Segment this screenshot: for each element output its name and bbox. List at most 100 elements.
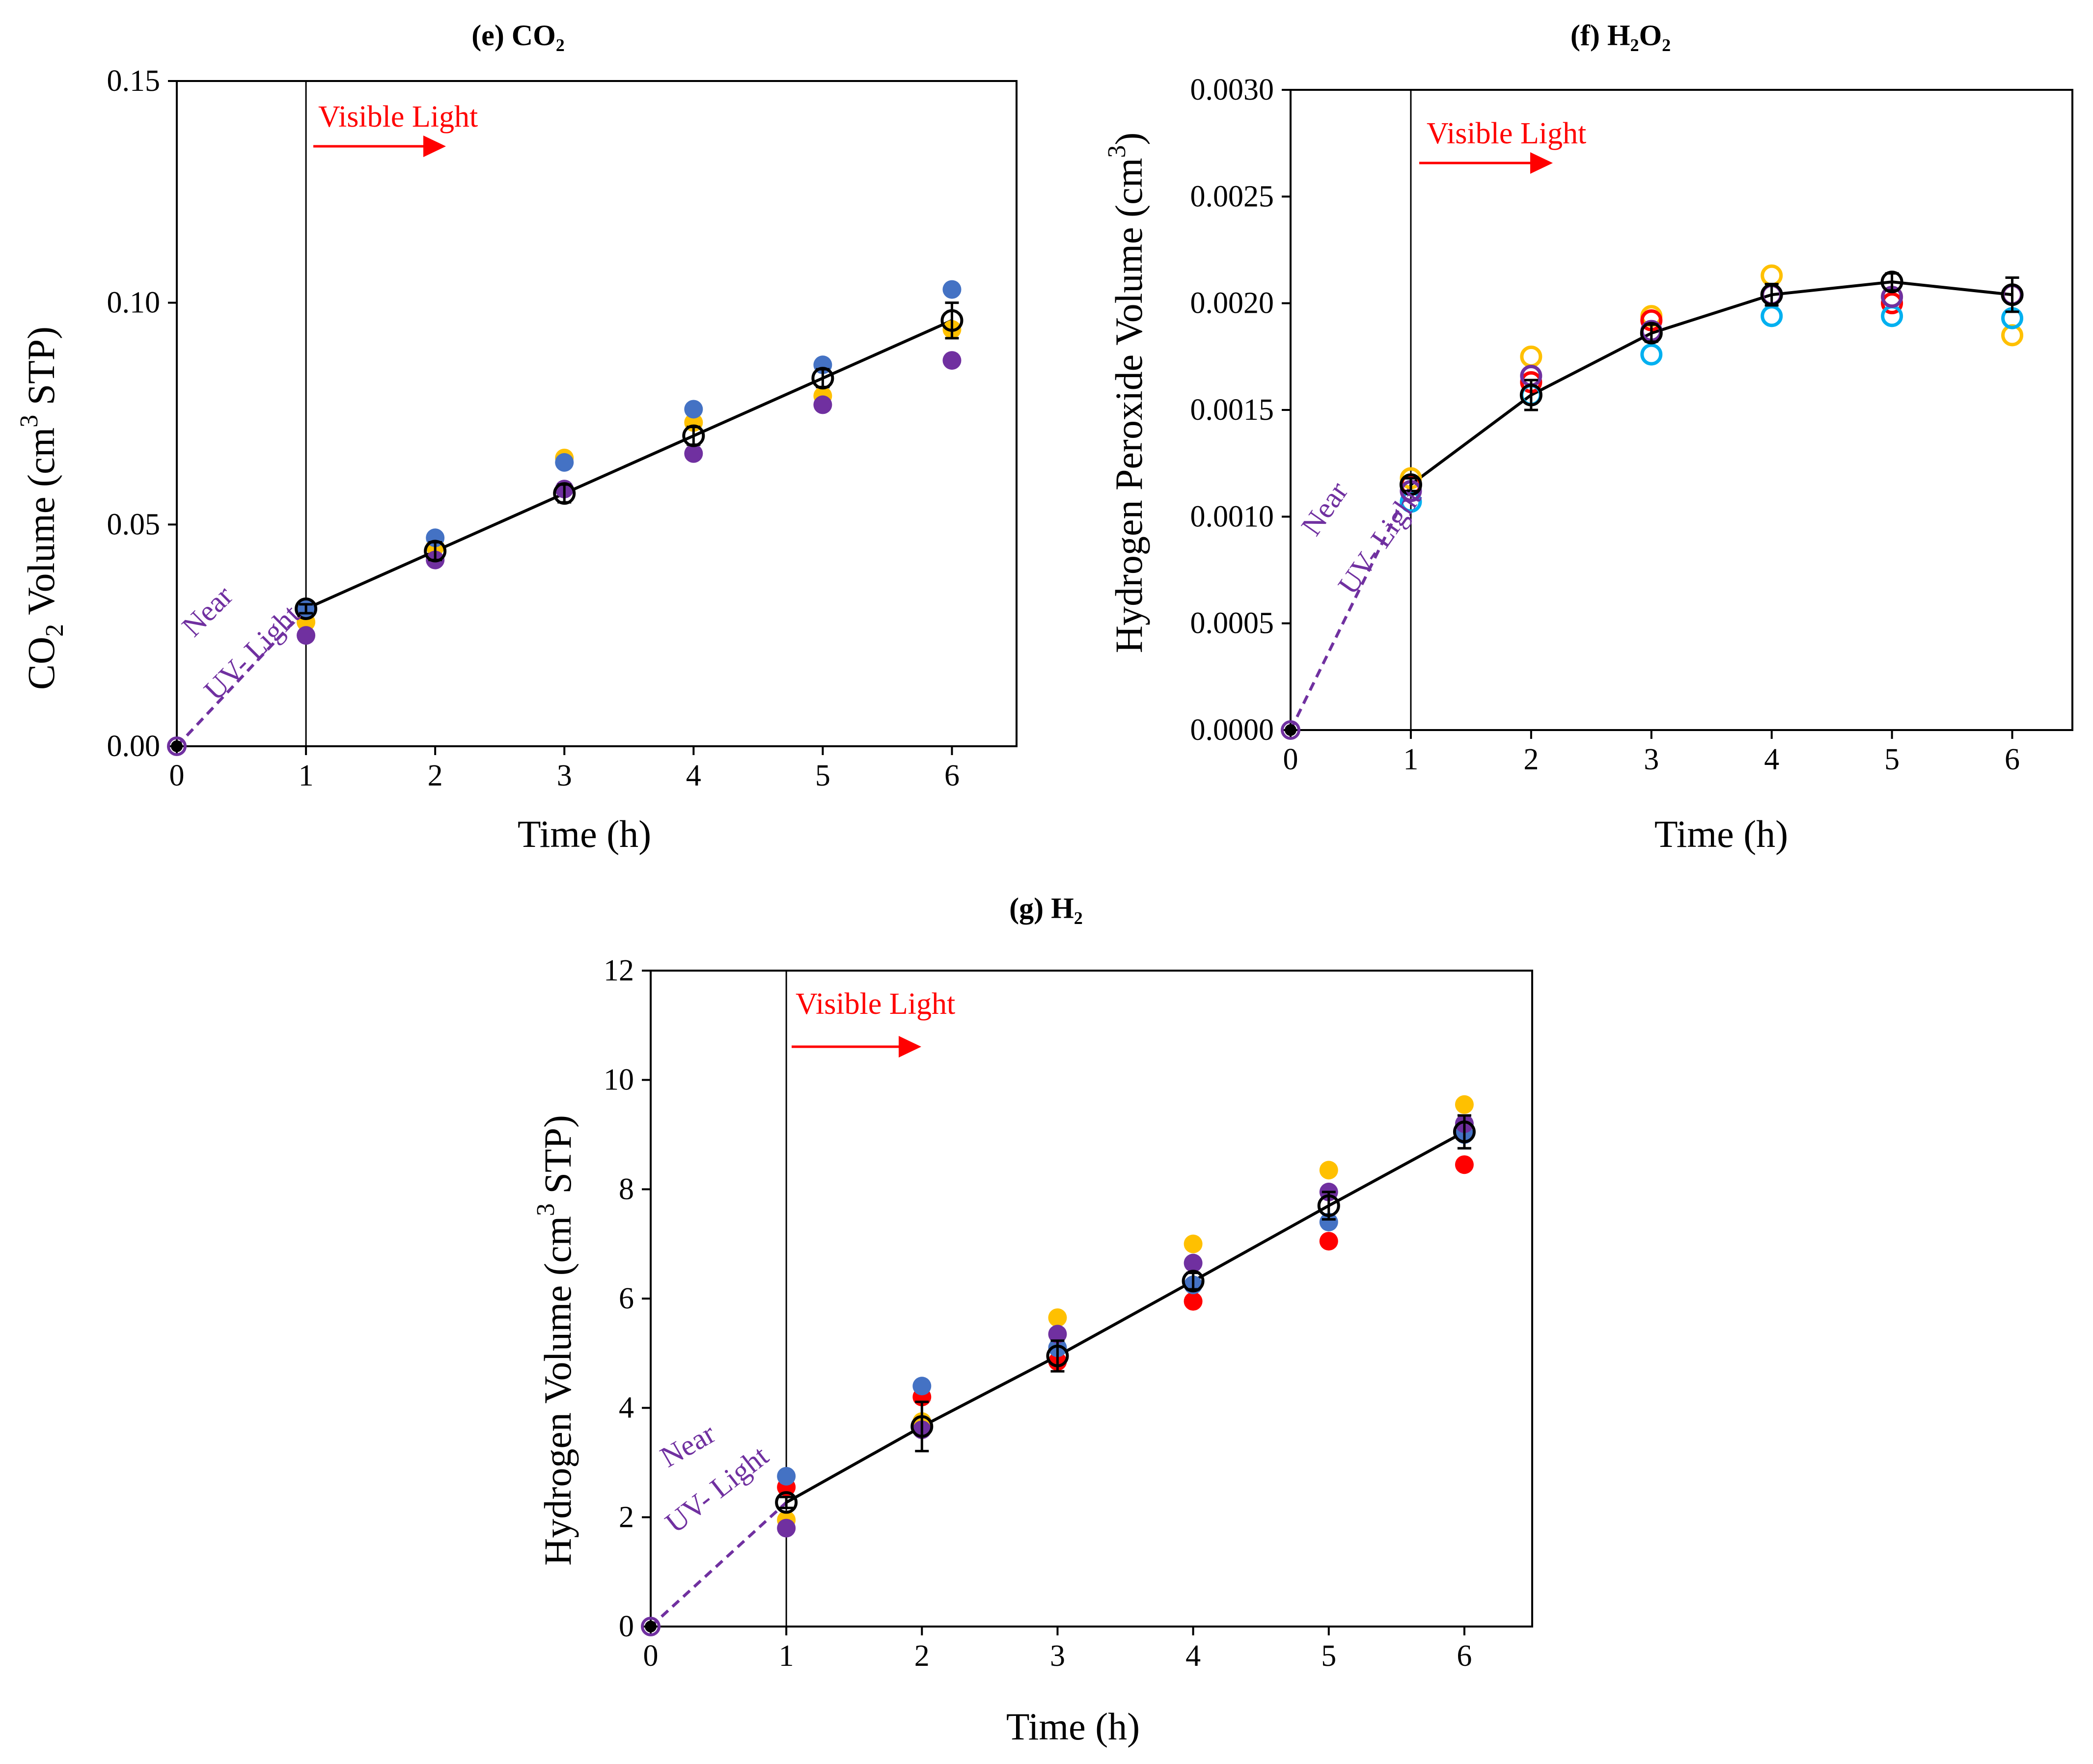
mean-point: [1182, 1270, 1205, 1293]
y-tick-label: 0.0000: [1190, 713, 1274, 747]
data-point-cyan: [1400, 490, 1422, 513]
near-uv-dashed-line: [649, 1501, 788, 1628]
data-point-yellow: [1048, 1308, 1067, 1327]
chart-panel-co2: (e) CO₂ Time (h) CO2 Volume (cm3 STP) 0.…: [15, 19, 1018, 855]
data-point-red: [1319, 1232, 1338, 1251]
x-tick-label: 0: [169, 759, 185, 792]
y-axis-label: CO2 Volume (cm3 STP): [15, 326, 69, 690]
near-uv-dashed-line: [175, 607, 307, 748]
mean-point: [910, 1415, 934, 1438]
data-point-blue: [777, 1466, 796, 1486]
visible-light-arrow-head: [899, 1036, 921, 1058]
near-label: Near: [655, 1417, 721, 1473]
near-label: Near: [176, 579, 239, 643]
x-tick-label: 2: [1523, 743, 1539, 776]
x-tick-label: 0: [1283, 743, 1298, 776]
y-tick-label: 10: [604, 1063, 634, 1097]
data-point-purple: [777, 1519, 796, 1538]
data-point-yellow: [1520, 345, 1542, 368]
origin-point: [1281, 720, 1300, 740]
mean-point: [553, 482, 576, 505]
y-tick-label: 8: [619, 1172, 634, 1206]
mean-line: [305, 319, 953, 610]
x-tick-label: 4: [1764, 743, 1779, 776]
mean-point: [1399, 473, 1422, 496]
x-tick-label: 1: [1403, 743, 1418, 776]
chart-panel-h2: (g) H₂ Time (h) Hydrogen Volume (cm3 STP…: [532, 892, 1533, 1748]
mean-point: [1519, 383, 1542, 407]
data-point-purple: [297, 626, 316, 645]
x-tick-label: 5: [815, 759, 830, 792]
mean-point: [1880, 271, 1903, 294]
y-tick-label: 0.0025: [1190, 180, 1274, 213]
mean-point: [682, 424, 705, 447]
y-tick-label: 0.05: [107, 508, 161, 541]
mean-point: [1317, 1194, 1340, 1217]
y-tick-label: 0.0030: [1190, 73, 1274, 107]
data-point-purple: [1184, 1253, 1203, 1273]
data-point-cyan: [1881, 305, 1903, 327]
data-point-purple: [942, 351, 962, 370]
y-tick-label: 0.00: [107, 730, 161, 763]
plot-frame: [1290, 89, 2073, 731]
x-tick-label: 2: [914, 1639, 930, 1673]
x-axis-label: Time (h): [1006, 1705, 1140, 1748]
y-tick-label: 0.0015: [1190, 393, 1274, 427]
x-axis-label: Time (h): [1654, 813, 1788, 855]
origin-point-core: [645, 1621, 657, 1632]
data-point-blue: [942, 280, 962, 299]
mean-point: [811, 367, 834, 390]
annotation-group: Visible Light Near UV- Light: [176, 100, 478, 706]
chart-panel-h2o2: (f) H₂O₂ Time (h) Hydrogen Peroxide Volu…: [1103, 19, 2073, 855]
x-tick-label: 3: [557, 759, 572, 792]
x-tick-label: 6: [1457, 1639, 1472, 1673]
visible-light-label: Visible Light: [318, 100, 478, 134]
origin-point: [641, 1617, 661, 1636]
visible-light-arrow-head: [423, 136, 446, 157]
y-tick-label: 12: [604, 954, 634, 987]
data-point-blue: [555, 453, 574, 472]
data-point-cyan: [1640, 343, 1663, 366]
chart-marks: 0.00 0.05 0.10 0.15 0 1 2 3 4 5 6: [107, 64, 1018, 792]
visible-light-label: Visible Light: [796, 987, 955, 1021]
x-tick-label: 0: [643, 1639, 659, 1673]
y-tick-label: 0.0020: [1190, 287, 1274, 320]
chart-title: (f) H₂O₂: [1570, 19, 1671, 52]
y-tick-label: 0: [619, 1610, 634, 1643]
x-tick-label: 5: [1321, 1639, 1336, 1673]
y-tick-label: 0.0010: [1190, 500, 1274, 533]
x-tick-label: 6: [944, 759, 960, 792]
x-tick-label: 1: [299, 759, 314, 792]
data-point-cyan: [1761, 305, 1783, 327]
mean-point: [1760, 283, 1783, 306]
y-tick-label: 0.15: [107, 64, 161, 98]
mean-point: [775, 1491, 798, 1514]
visible-light-label: Visible Light: [1427, 117, 1586, 150]
data-point-purple: [684, 444, 703, 463]
y-tick-label: 6: [619, 1282, 634, 1315]
data-point-red: [1455, 1155, 1474, 1174]
y-axis-label: Hydrogen Peroxide Volume (cm3): [1103, 133, 1150, 653]
chart-marks: 0.0000 0.0005 0.0010 0.0015 0.0020 0.0025 0.00…: [1190, 73, 2073, 776]
data-point-blue: [684, 400, 703, 419]
data-point-yellow: [1319, 1161, 1338, 1180]
mean-line: [1410, 280, 2012, 486]
visible-light-arrow-head: [1530, 152, 1553, 174]
annotation-group: Visible Light Near UV- Light: [1295, 117, 1587, 600]
data-point-red: [1881, 292, 1903, 315]
mean-point: [2001, 283, 2024, 306]
data-point-red: [1184, 1292, 1203, 1311]
x-tick-label: 4: [686, 759, 701, 792]
x-tick-label: 3: [1050, 1639, 1065, 1673]
x-tick-label: 6: [2005, 743, 2020, 776]
mean-point: [295, 597, 318, 620]
mean-line: [785, 1130, 1465, 1504]
x-axis-label: Time (h): [518, 813, 651, 855]
data-point-blue: [912, 1377, 932, 1396]
x-tick-label: 5: [1884, 743, 1900, 776]
x-tick-label: 2: [428, 759, 443, 792]
mean-point: [940, 309, 964, 332]
origin-point-core: [171, 740, 183, 752]
